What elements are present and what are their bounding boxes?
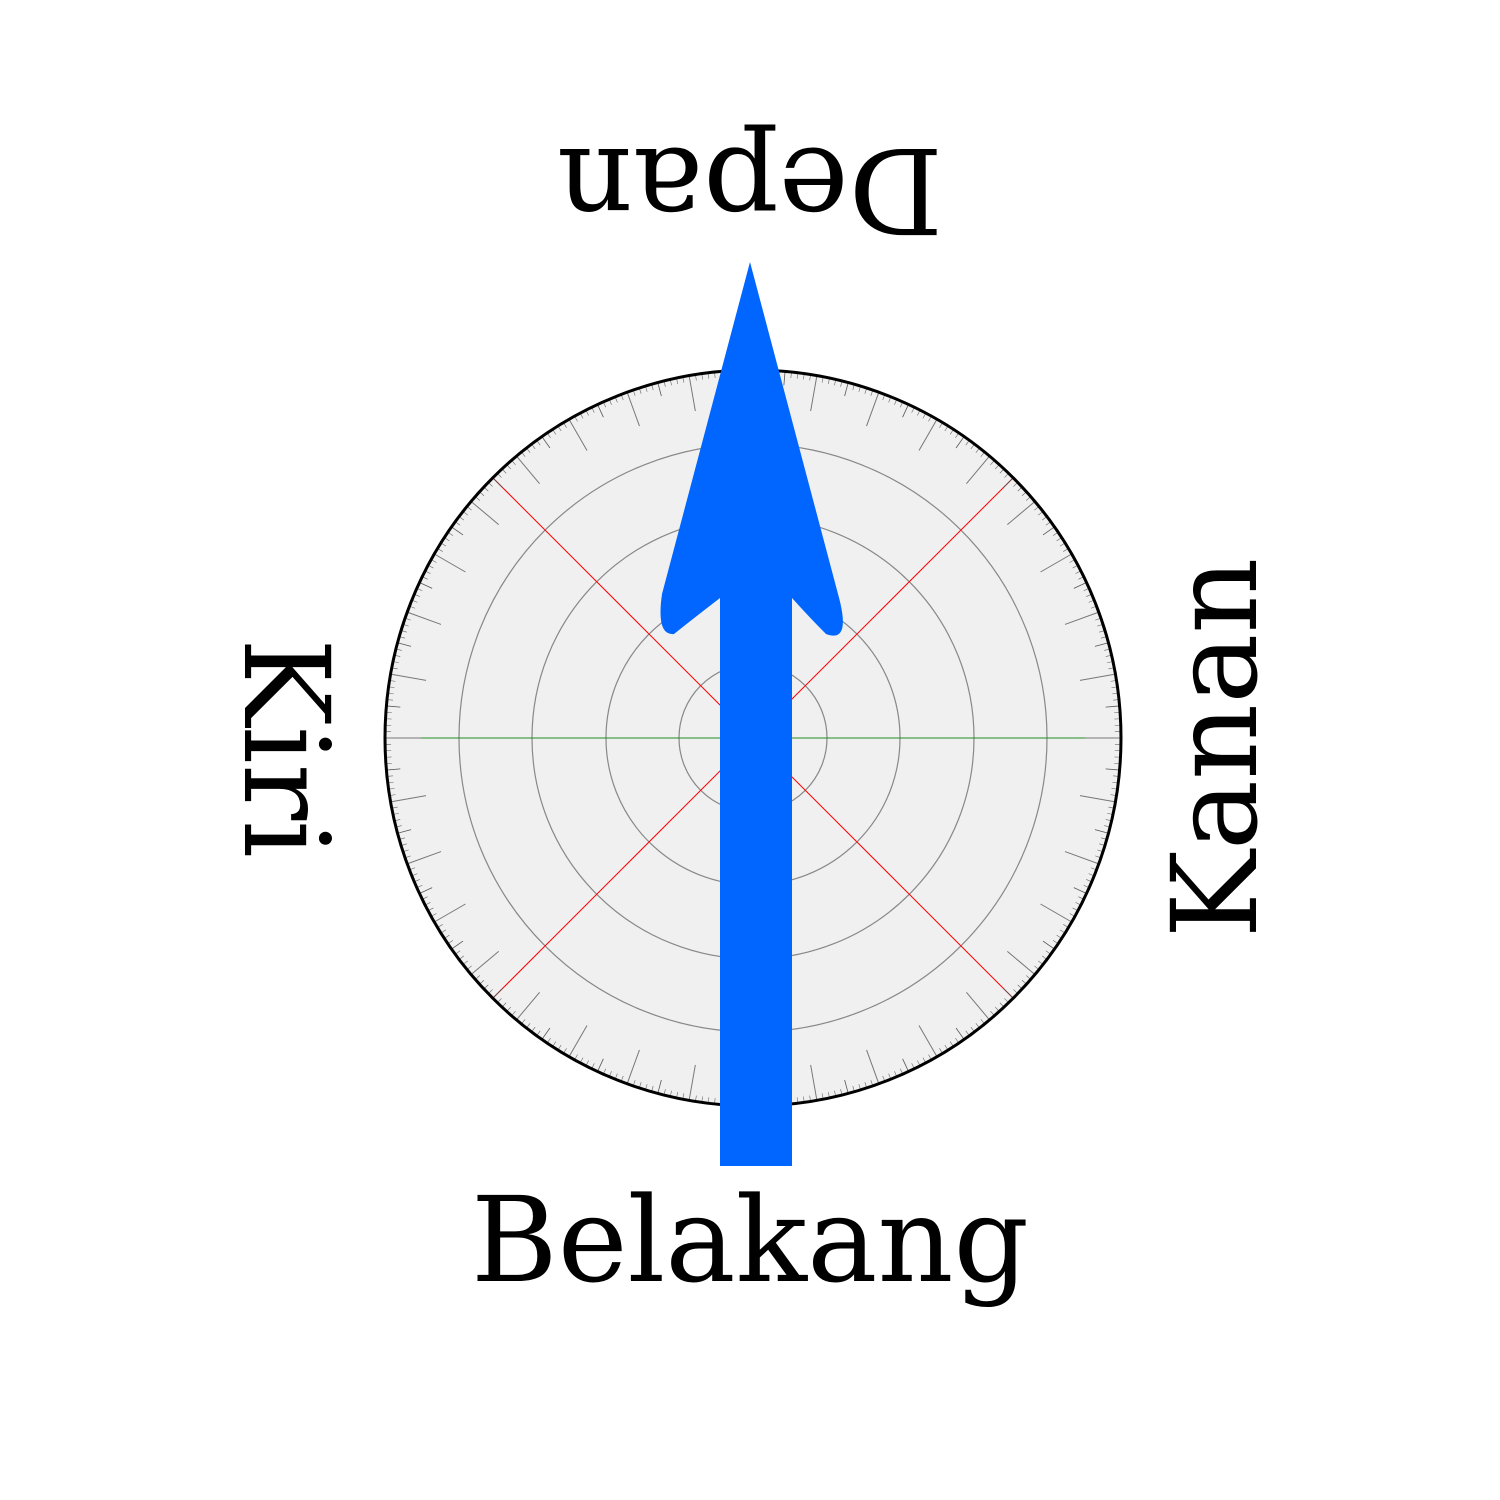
- tick-320: [1007, 501, 1036, 525]
- tick-235: [541, 436, 551, 449]
- tick-15: [1094, 829, 1109, 834]
- tick-290: [866, 392, 880, 427]
- tick-80: [810, 1064, 818, 1101]
- tick-155: [419, 887, 433, 894]
- tick-55: [955, 1027, 965, 1040]
- tick-115: [597, 1058, 604, 1072]
- tick-250: [626, 392, 640, 427]
- right-label: Kanan: [1146, 557, 1284, 939]
- tick-220: [470, 501, 499, 525]
- tick-345: [1094, 642, 1109, 647]
- tick-20: [1064, 851, 1099, 865]
- tick-5: [1105, 768, 1120, 771]
- tick-110: [626, 1049, 640, 1084]
- tick-190: [390, 673, 427, 681]
- tick-75: [844, 1079, 849, 1094]
- tick-340: [1064, 611, 1099, 625]
- tick-305: [955, 436, 965, 449]
- tick-195: [397, 642, 412, 647]
- tick-135: [492, 988, 503, 999]
- tick-315: [1003, 477, 1014, 488]
- left-label: Kiri: [217, 637, 355, 859]
- tick-175: [386, 768, 401, 771]
- tick-30: [1040, 903, 1072, 923]
- tick-260: [688, 375, 696, 412]
- tick-70: [866, 1049, 880, 1084]
- tick-150: [434, 903, 466, 923]
- tick-60: [918, 1025, 938, 1057]
- tick-310: [966, 455, 990, 484]
- tick-215: [451, 526, 464, 536]
- tick-280: [810, 375, 818, 412]
- tick-185: [386, 705, 401, 708]
- tick-205: [419, 582, 433, 589]
- tick-25: [1073, 887, 1087, 894]
- tick-330: [1040, 553, 1072, 573]
- tick-165: [397, 829, 412, 834]
- tick-10: [1079, 795, 1116, 803]
- tick-50: [966, 992, 990, 1021]
- tick-160: [407, 851, 442, 865]
- tick-125: [541, 1027, 551, 1040]
- tick-140: [470, 951, 499, 975]
- tick-295: [902, 404, 909, 418]
- tick-275: [783, 371, 786, 386]
- tick-300: [918, 419, 938, 451]
- tick-335: [1073, 582, 1087, 589]
- tick-145: [451, 940, 464, 950]
- tick-230: [516, 455, 540, 484]
- tick-225: [492, 477, 503, 488]
- back-label: Belakang: [470, 1171, 1030, 1309]
- tick-350: [1079, 673, 1116, 681]
- tick-355: [1105, 705, 1120, 708]
- tick-40: [1007, 951, 1036, 975]
- tick-130: [516, 992, 540, 1021]
- tick-245: [597, 404, 604, 418]
- tick-200: [407, 611, 442, 625]
- tick-325: [1042, 526, 1055, 536]
- tick-35: [1042, 940, 1055, 950]
- tick-100: [688, 1064, 696, 1101]
- front-label: Depan: [556, 121, 944, 259]
- tick-170: [390, 795, 427, 803]
- tick-45: [1003, 988, 1014, 999]
- tick-285: [844, 382, 849, 397]
- up-arrow-icon: [660, 262, 843, 1166]
- tick-105: [657, 1079, 662, 1094]
- tick-210: [434, 553, 466, 573]
- tick-65: [902, 1058, 909, 1072]
- tick-240: [568, 419, 588, 451]
- tick-120: [568, 1025, 588, 1057]
- tick-255: [657, 382, 662, 397]
